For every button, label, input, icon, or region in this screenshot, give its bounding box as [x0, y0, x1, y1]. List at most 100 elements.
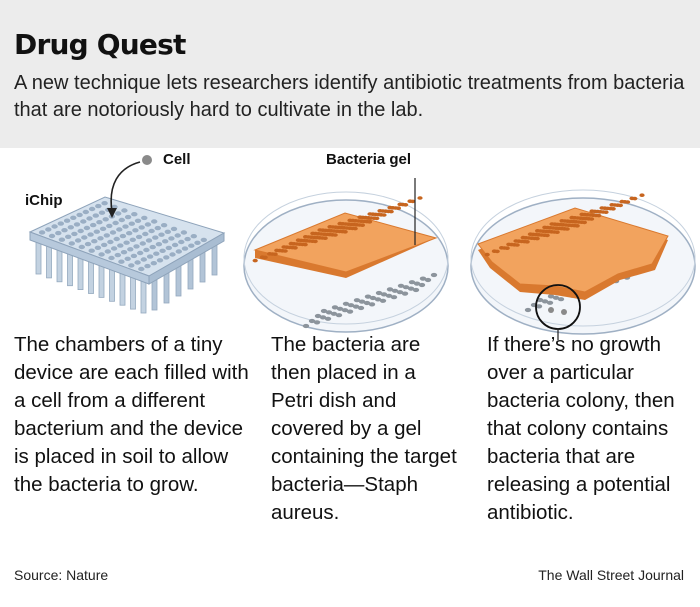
ichip-chamber — [150, 261, 157, 266]
ichip-chamber — [98, 252, 105, 257]
gel-hole — [504, 246, 510, 250]
gel-holes-2 — [252, 196, 423, 263]
colony-dot — [380, 292, 388, 297]
ichip-chamber — [168, 236, 175, 241]
colony-dot — [314, 313, 322, 319]
colony-dot — [363, 300, 371, 306]
gel-hole — [554, 230, 560, 234]
ichip-chamber — [94, 245, 102, 250]
ichip-chamber — [128, 263, 135, 268]
ichip-chamber — [132, 228, 139, 233]
colony-dot — [412, 287, 420, 293]
gel-hole — [581, 220, 588, 225]
colony-dot — [552, 295, 560, 300]
gel-hole — [388, 209, 394, 214]
step-3-text: If there’s no growth over a particular b… — [487, 333, 675, 524]
ichip-chamber — [80, 219, 87, 224]
ichip-chamber — [114, 252, 122, 258]
gel-hole — [617, 203, 624, 208]
ichip-chamber — [108, 255, 115, 261]
ichip-chamber — [188, 243, 195, 248]
ichip-chamber — [151, 219, 158, 224]
ichip-side-face — [148, 232, 225, 285]
colony-dot — [402, 285, 410, 290]
gel-hole — [484, 252, 490, 257]
ichip-chamber — [137, 250, 144, 256]
ichip-chamber — [144, 263, 151, 269]
colony-dot — [396, 290, 404, 295]
ichip-chamber — [98, 210, 106, 215]
ichip-chamber — [156, 258, 164, 263]
colony-dot — [358, 299, 366, 304]
ichip-chamber — [45, 227, 52, 232]
ichip-chamber — [123, 240, 130, 245]
ichip-chamber — [126, 231, 133, 236]
ichip-chamber — [200, 237, 207, 243]
gel-hole — [395, 206, 401, 210]
ichip-chamber — [184, 236, 191, 242]
gel-hole — [639, 193, 645, 197]
ichip-chamber — [134, 218, 142, 223]
colony-dot — [401, 291, 409, 296]
ichip-leg — [199, 251, 206, 283]
ichip-chamber — [68, 241, 76, 246]
ichip-chamber — [112, 220, 119, 226]
step-1-text: The chambers of a tiny device are each f… — [14, 333, 249, 496]
bacteria-colonies-2 — [302, 272, 438, 329]
colony-dot — [418, 282, 426, 288]
colony-dot — [347, 303, 355, 308]
ichip-chamber — [103, 233, 111, 238]
ichip-chamber — [169, 252, 176, 257]
ichip-leg — [187, 258, 194, 290]
ichip-chamber — [65, 234, 72, 239]
ichip-chamber — [55, 230, 62, 236]
gel-hole — [564, 227, 570, 231]
ichip-chamber — [175, 249, 182, 254]
colony-dot — [386, 287, 394, 292]
ichip-chamber — [88, 248, 95, 253]
ichip-chamber — [124, 214, 132, 220]
ichip-leg — [175, 265, 182, 297]
gel-hole — [410, 199, 416, 204]
ichip-chamber — [76, 212, 83, 218]
colony-dot — [352, 304, 360, 309]
ichip-chamber — [141, 215, 148, 221]
ichip-chamber — [99, 226, 107, 231]
petri-dish-2 — [243, 191, 449, 333]
ichip-chamber — [82, 209, 90, 215]
ichip-chamber — [122, 224, 129, 229]
ichip-chamber — [73, 222, 81, 227]
ichip-chamber — [71, 231, 78, 237]
ichip-chamber — [145, 238, 153, 243]
ichip-chamber — [134, 260, 141, 265]
ichip-chamber — [95, 203, 102, 209]
ichip-chamber — [86, 216, 93, 221]
ichip-chamber — [181, 246, 189, 251]
gel-hole — [332, 233, 338, 237]
ichip-chamber — [84, 241, 92, 247]
ichip-chamber — [153, 251, 160, 256]
gel-hole — [494, 249, 500, 254]
ichip-chamber — [81, 235, 88, 240]
colony-dot — [397, 283, 405, 288]
colony-dot — [353, 298, 361, 303]
ichip-chamber — [117, 243, 124, 248]
gel-hole — [352, 226, 358, 231]
colony-dot — [364, 294, 372, 299]
ichip-chamber — [116, 227, 123, 232]
ichip-chamber — [63, 218, 71, 223]
ichip-chamber — [97, 236, 104, 241]
gel-hole — [252, 258, 258, 263]
ichip-chamber — [67, 225, 75, 230]
ichip-chamber — [152, 235, 159, 240]
ichip-chamber — [96, 220, 103, 225]
ichip-chamber — [78, 244, 86, 250]
colony-dot — [541, 299, 549, 304]
ichip-chamber — [139, 241, 146, 246]
ichip-leg — [211, 244, 218, 276]
ichip-chamber — [83, 225, 91, 231]
ichip-device — [28, 196, 226, 314]
ichip-chamber — [148, 228, 155, 234]
colony-dot — [407, 286, 415, 291]
page-subtitle: A new technique lets researchers identif… — [14, 72, 685, 121]
